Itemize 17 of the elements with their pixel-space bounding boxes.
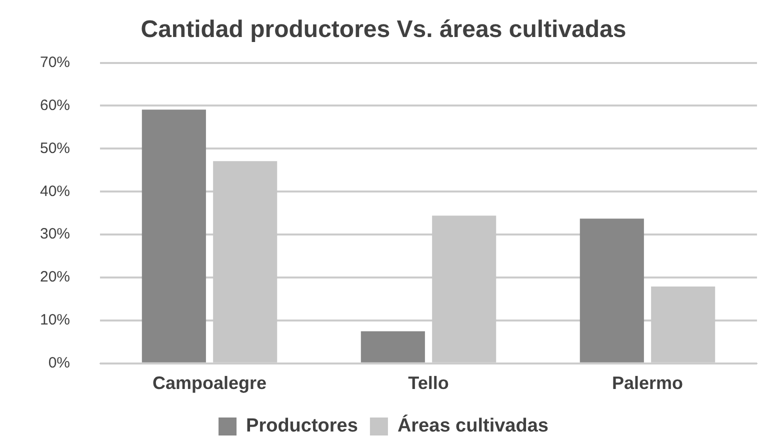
y-tick-label: 20%: [40, 268, 70, 286]
y-tick-label: 10%: [40, 312, 70, 329]
chart-title: Cantidad productores Vs. áreas cultivadas: [140, 16, 626, 44]
bar: [142, 110, 206, 362]
x-tick-label: Palermo: [612, 373, 684, 394]
y-tick-label: 0%: [48, 354, 70, 372]
y-tick-label: 30%: [40, 226, 70, 243]
x-tick-label: Tello: [408, 373, 449, 394]
y-tick-label: 50%: [40, 140, 70, 157]
bar: [360, 331, 425, 362]
y-tick-label: 40%: [40, 182, 70, 200]
legend-label: Productores: [246, 416, 358, 437]
x-tick-label: Campoalegre: [152, 373, 267, 394]
y-tick-label: 60%: [40, 96, 70, 114]
y-tick-label: 70%: [40, 54, 70, 71]
bar: [580, 218, 644, 362]
legend-label: Áreas cultivadas: [397, 414, 548, 437]
